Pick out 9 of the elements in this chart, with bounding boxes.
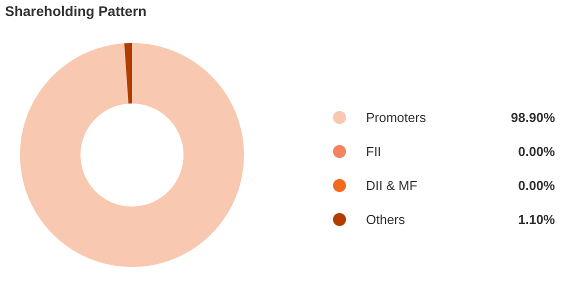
legend-label: FII bbox=[366, 144, 382, 158]
legend-label: Others bbox=[366, 212, 406, 226]
data-label: 98.90% bbox=[510, 110, 555, 124]
text: 0.00% bbox=[518, 178, 555, 192]
legend-label: DII & MF bbox=[366, 178, 418, 192]
data-label: 1.10% bbox=[518, 212, 555, 226]
chart-title: Shareholding Pattern bbox=[5, 3, 147, 19]
legend-label: Promoters bbox=[366, 110, 427, 124]
text: 0.00% bbox=[518, 144, 555, 158]
